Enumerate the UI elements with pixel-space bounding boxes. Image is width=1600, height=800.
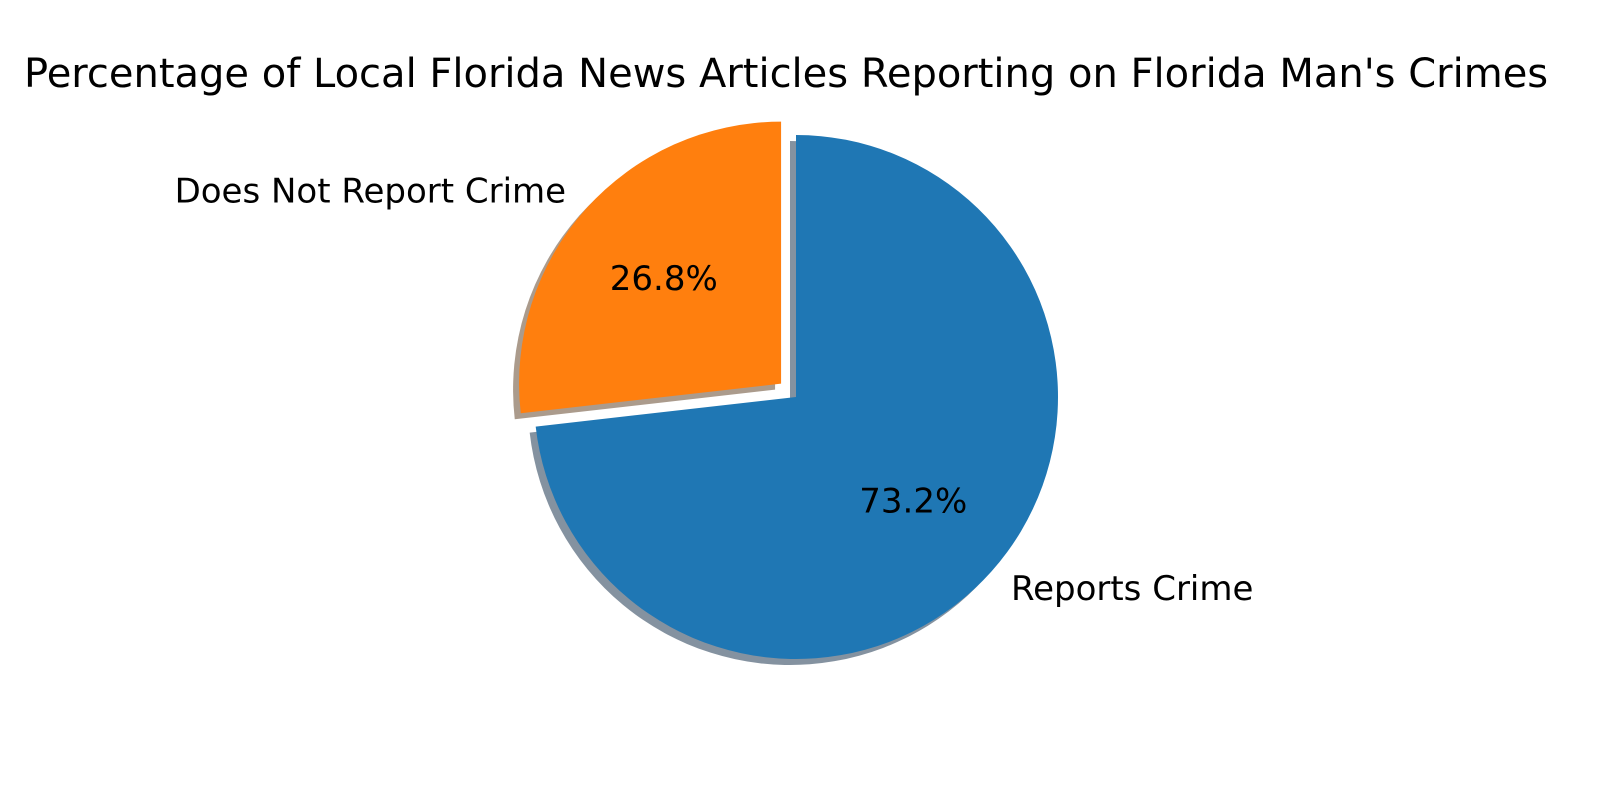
slice-percent-label: 73.2% — [859, 482, 967, 522]
pie-slice-does-not-report-crime — [519, 121, 782, 414]
slice-category-label: Does Not Report Crime — [175, 172, 567, 212]
slice-category-label: Reports Crime — [1011, 569, 1253, 609]
pie-slices — [519, 121, 1058, 659]
pie-slice-reports-crime — [535, 135, 1058, 659]
slice-percent-label: 26.8% — [610, 259, 718, 299]
chart-title: Percentage of Local Florida News Article… — [24, 51, 1548, 97]
pie-labels: 73.2% Reports Crime 26.8% Does Not Report C… — [175, 172, 1254, 609]
